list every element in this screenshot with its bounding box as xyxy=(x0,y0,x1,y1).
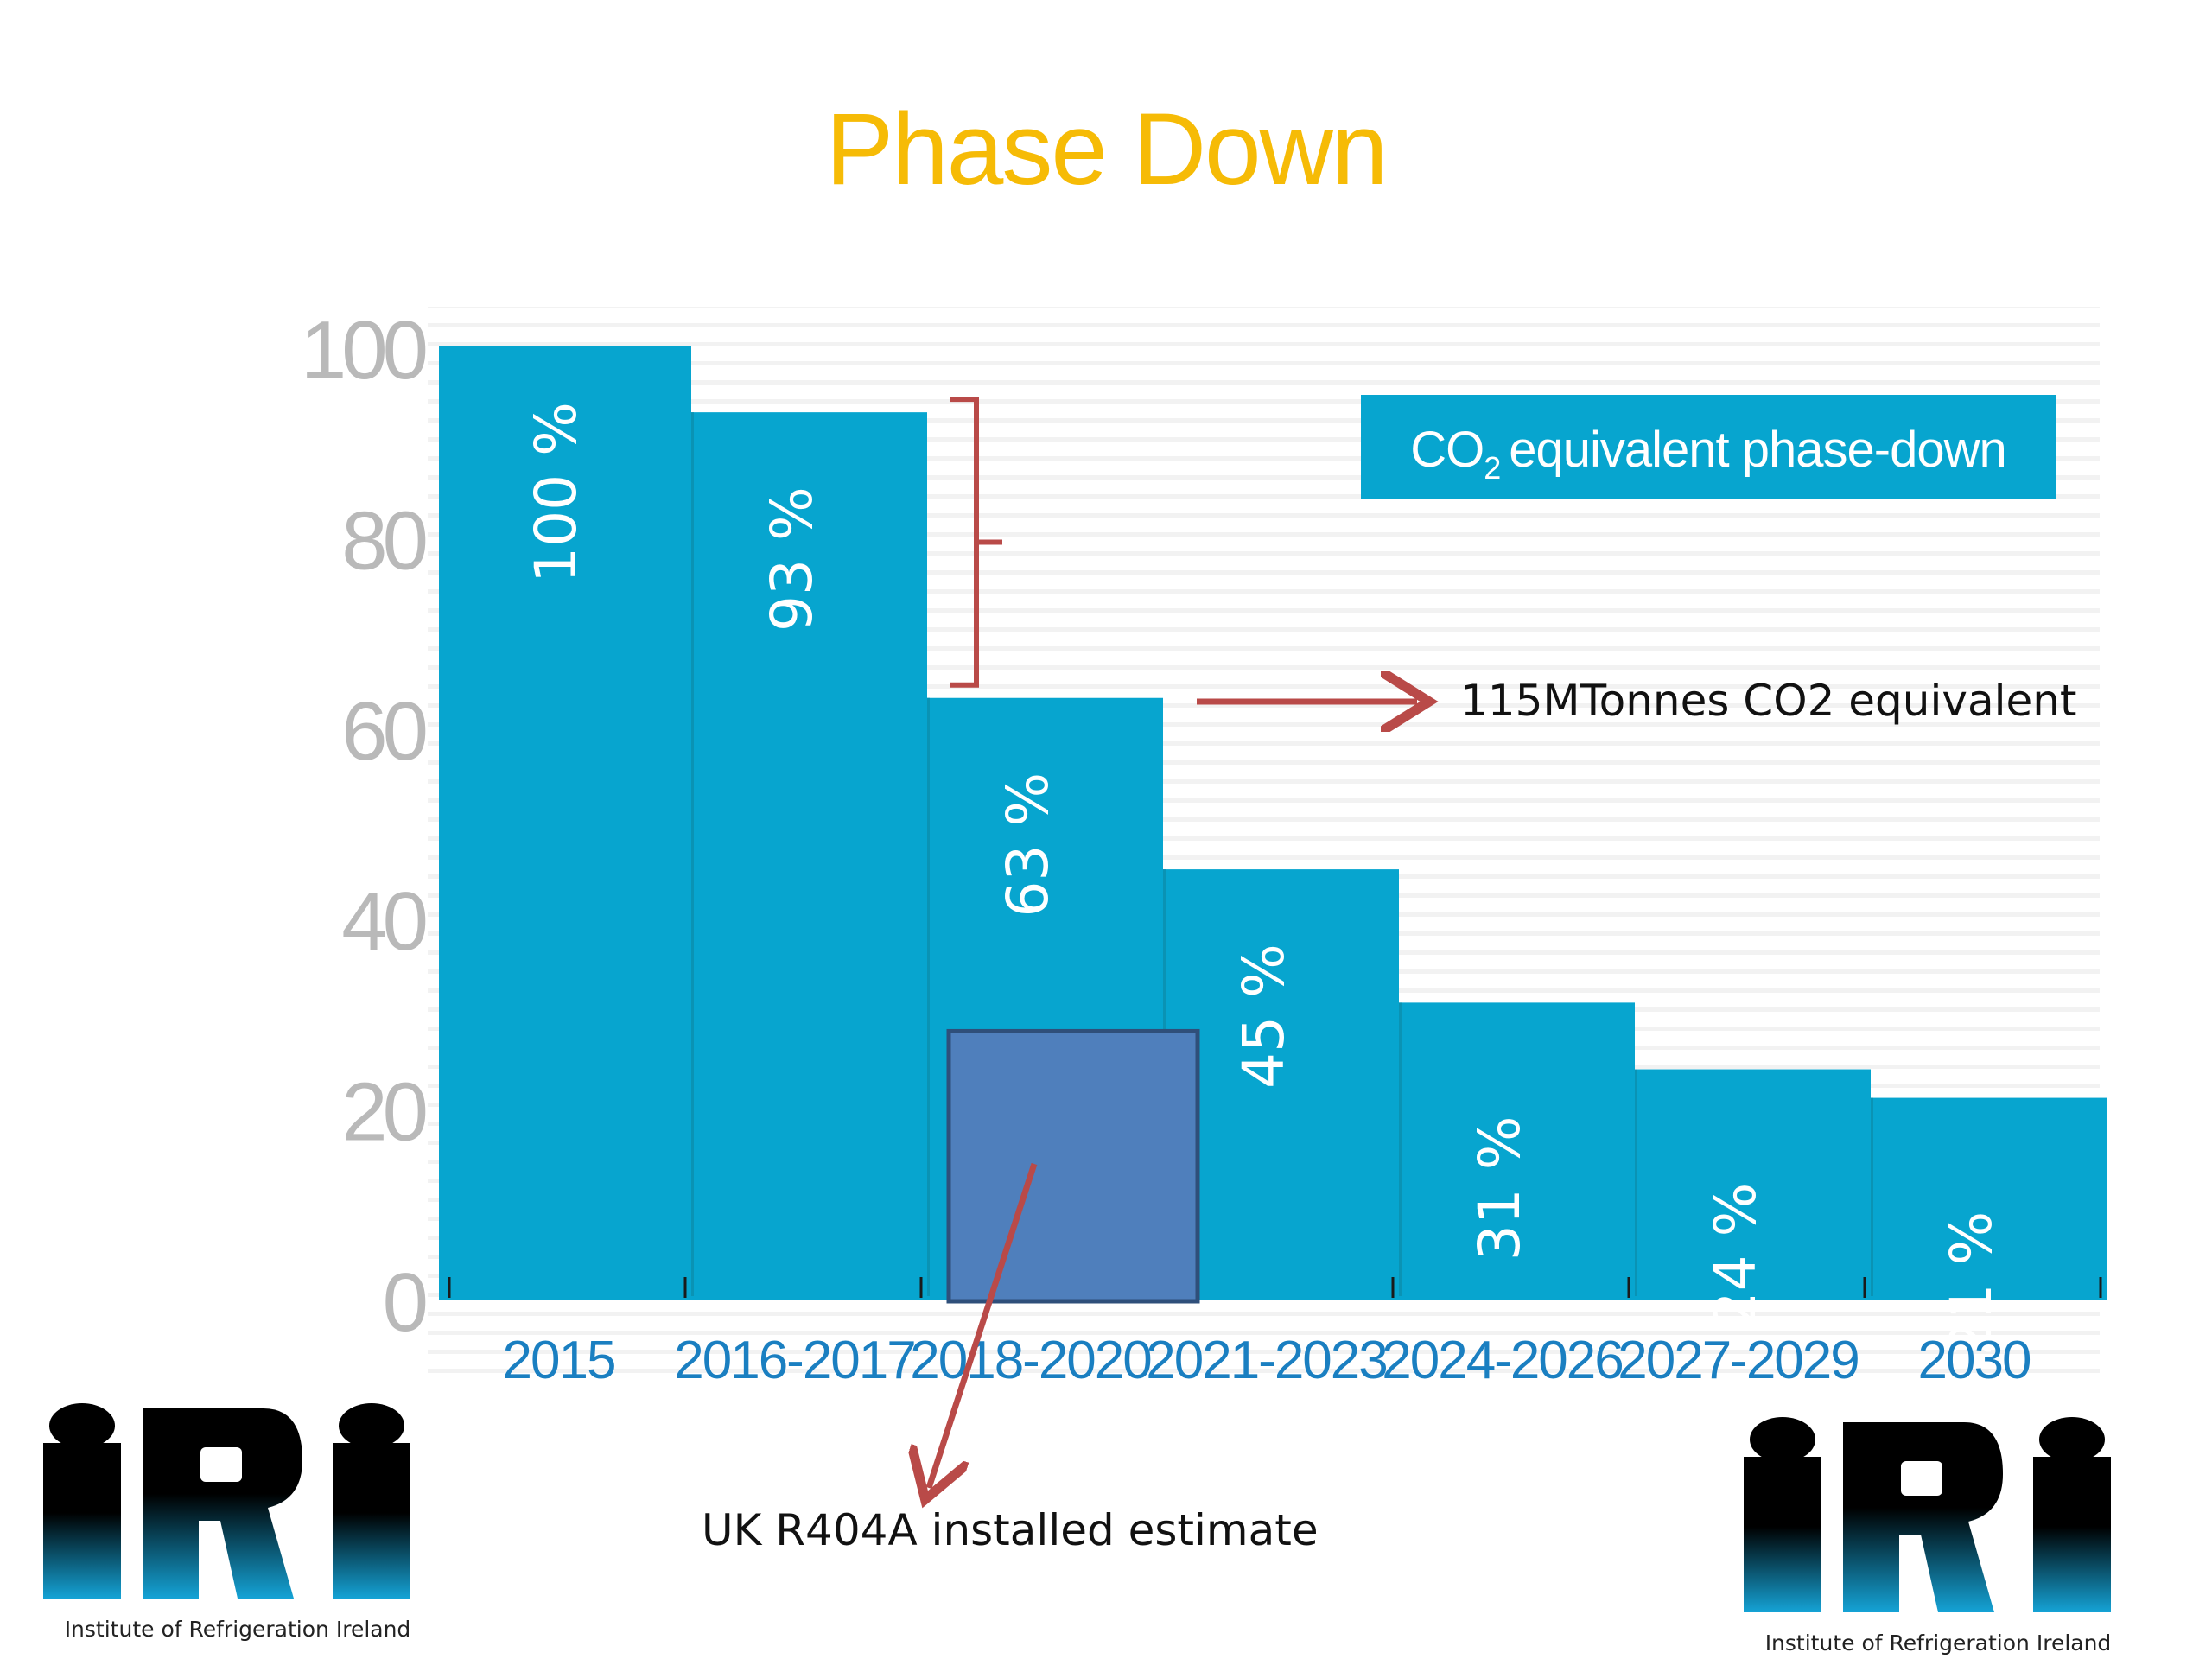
bar xyxy=(439,346,691,1298)
x-tick-label: 2015 xyxy=(503,1331,615,1390)
bar-label: 45 % xyxy=(1230,944,1297,1089)
legend: CO2 equivalent phase-down xyxy=(1361,395,2056,499)
iri-logo-left: Institute of Refrigeration Ireland xyxy=(35,1400,441,1642)
bar xyxy=(1618,1069,1871,1298)
iri-caption: Institute of Refrigeration Ireland xyxy=(64,1617,411,1642)
y-tick-label: 20 xyxy=(341,1066,425,1159)
y-tick-label: 40 xyxy=(341,875,425,968)
bar xyxy=(675,412,927,1298)
overlay-arrow xyxy=(929,1162,1038,1488)
x-tick-label: 2016-2017 xyxy=(674,1331,915,1390)
x-tick-label: 2024-2026 xyxy=(1382,1331,1623,1390)
iri-logo-mark xyxy=(43,1403,410,1599)
y-tick-label: 100 xyxy=(301,304,426,397)
legend-label: CO2 equivalent phase-down xyxy=(1410,422,2006,486)
y-axis: 0 20 40 60 80 100 xyxy=(301,304,431,1349)
x-tick-label: 2021-2023 xyxy=(1146,1331,1387,1390)
x-tick-label: 2027-2029 xyxy=(1618,1331,1859,1390)
overlay-group xyxy=(946,1028,1200,1304)
iri-logo-mark xyxy=(1744,1417,2111,1612)
y-tick-label: 60 xyxy=(341,685,425,778)
bar xyxy=(1854,1097,2107,1298)
iri-caption: Institute of Refrigeration Ireland xyxy=(1764,1630,2112,1656)
x-axis: 2015 2016-20172018-20202021-20232024-2026… xyxy=(503,1331,2032,1390)
iri-logo-right: Institute of Refrigeration Ireland xyxy=(1735,1414,2141,1656)
bar xyxy=(1382,1002,1635,1298)
bracket xyxy=(950,397,1002,688)
bar-label: 21 % xyxy=(1938,1211,2005,1357)
legend-subscript: 2 xyxy=(1484,450,1500,486)
page-title: Phase Down xyxy=(825,92,1388,207)
x-tick-label: 2018-2020 xyxy=(910,1331,1151,1390)
bar-labels: 100 % 93 % 63 % 45 % 31 % 24 % 21 % xyxy=(523,402,2005,1356)
bracket-annotation: 115MTonnes CO2 equivalent xyxy=(1460,676,2077,726)
bar-label: 93 % xyxy=(759,486,825,632)
bar-label: 100 % xyxy=(523,402,589,583)
y-tick-label: 0 xyxy=(383,1256,426,1349)
bar-label: 24 % xyxy=(1702,1183,1769,1328)
legend-text: equivalent phase-down xyxy=(1509,422,2006,478)
y-tick-label: 80 xyxy=(341,494,425,587)
overlay-box xyxy=(946,1028,1200,1304)
bar-label: 63 % xyxy=(995,772,1061,918)
overlay-annotation: UK R404A installed estimate xyxy=(702,1505,1319,1555)
x-tick-label: 2030 xyxy=(1918,1331,2031,1390)
legend-box xyxy=(1361,395,2056,499)
bar-label: 31 % xyxy=(1466,1116,1533,1262)
legend-prefix: CO xyxy=(1410,422,1484,478)
